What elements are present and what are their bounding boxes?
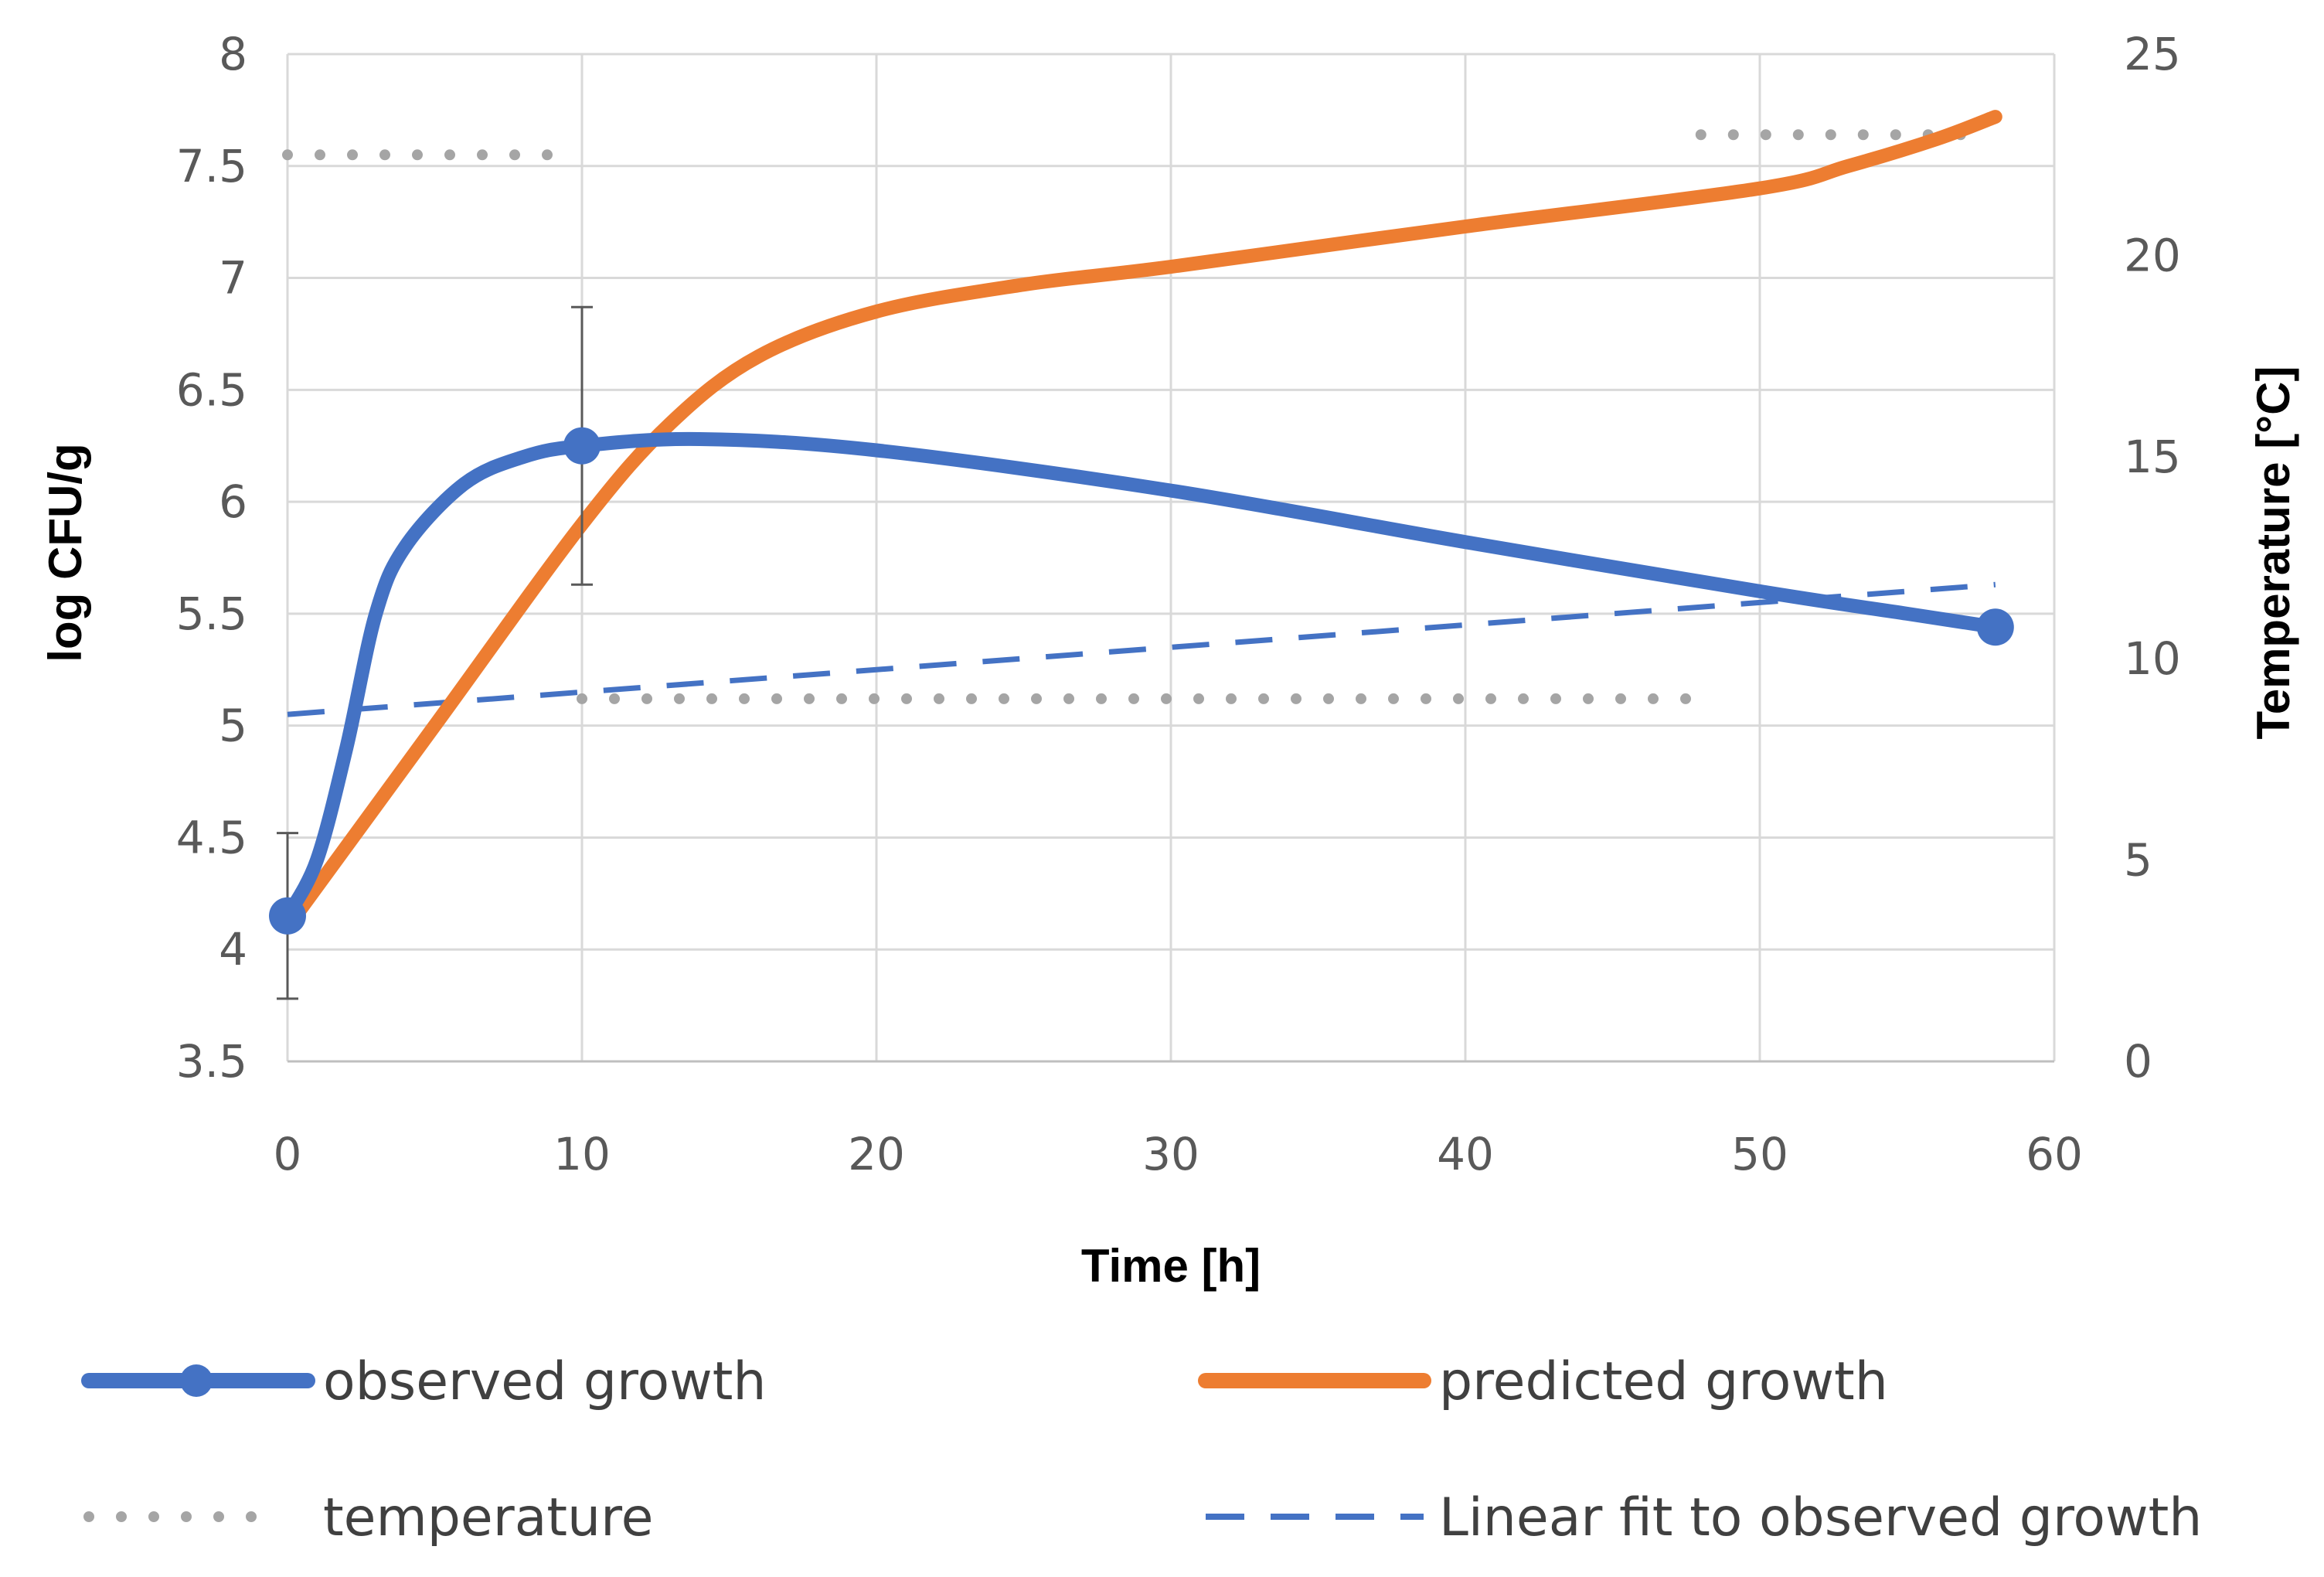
y-tick-label: 7.5 bbox=[176, 140, 247, 192]
y-axis-title: log CFU/g bbox=[39, 443, 91, 662]
observed-growth-marker bbox=[563, 427, 601, 465]
legend: observed growth predicted growth tempera… bbox=[81, 1351, 2202, 1548]
legend-item-temperature: temperature bbox=[83, 1487, 653, 1548]
legend-item-observed-growth: observed growth bbox=[81, 1351, 766, 1412]
y2-tick-label: 15 bbox=[2124, 431, 2181, 483]
axes: 3.5 4 4.5 5 5.5 6 6.5 7 7.5 8 0 5 10 15 20 25 0 10 20 30 40 5… bbox=[176, 28, 2181, 1180]
y-tick-label: 4.5 bbox=[176, 811, 247, 863]
temperature-series bbox=[282, 129, 1972, 704]
legend-item-linear-fit: Linear fit to observed growth bbox=[1206, 1487, 2202, 1548]
legend-marker-observed-growth bbox=[180, 1364, 213, 1397]
y2-tick-label: 0 bbox=[2124, 1035, 2152, 1088]
y2-tick-label: 20 bbox=[2124, 230, 2181, 282]
x-tick-label: 10 bbox=[553, 1128, 611, 1180]
x-tick-label: 60 bbox=[2026, 1128, 2083, 1180]
y2-tick-label: 25 bbox=[2124, 28, 2181, 80]
observed-growth-marker bbox=[1976, 608, 2014, 646]
x-tick-label: 40 bbox=[1437, 1128, 1494, 1180]
x-axis-title: Time [h] bbox=[1081, 1240, 1261, 1292]
linear-fit-line bbox=[287, 581, 1996, 717]
linear-fit-series bbox=[287, 581, 1996, 717]
observed-growth-marker bbox=[269, 897, 306, 935]
observed-growth-series bbox=[269, 305, 2014, 1000]
legend-label-linear-fit: Linear fit to observed growth bbox=[1439, 1487, 2202, 1548]
predicted-growth-series bbox=[281, 110, 2002, 935]
legend-item-predicted-growth: predicted growth bbox=[1198, 1351, 1888, 1412]
x-tick-label: 50 bbox=[1731, 1128, 1788, 1180]
y2-axis-title: Temperature [°C] bbox=[2247, 366, 2299, 740]
y-tick-label: 5 bbox=[219, 700, 247, 752]
x-tick-label: 0 bbox=[274, 1128, 302, 1180]
y-tick-label: 4 bbox=[219, 923, 247, 976]
predicted-growth-line bbox=[281, 110, 2002, 935]
y-tick-label: 6 bbox=[219, 475, 247, 528]
y-tick-label: 6.5 bbox=[176, 363, 247, 416]
y2-tick-label: 5 bbox=[2124, 833, 2152, 886]
legend-label-predicted-growth: predicted growth bbox=[1439, 1351, 1888, 1412]
x-tick-label: 20 bbox=[848, 1128, 905, 1180]
observed-growth-line bbox=[281, 431, 2002, 923]
y-tick-label: 7 bbox=[219, 252, 247, 305]
y-tick-label: 5.5 bbox=[176, 588, 247, 640]
y-tick-label: 8 bbox=[219, 28, 247, 80]
legend-label-observed-growth: observed growth bbox=[323, 1351, 766, 1412]
y2-tick-label: 10 bbox=[2124, 632, 2181, 685]
y-tick-label: 3.5 bbox=[176, 1035, 247, 1088]
legend-label-temperature: temperature bbox=[323, 1487, 653, 1548]
x-tick-label: 30 bbox=[1142, 1128, 1199, 1180]
